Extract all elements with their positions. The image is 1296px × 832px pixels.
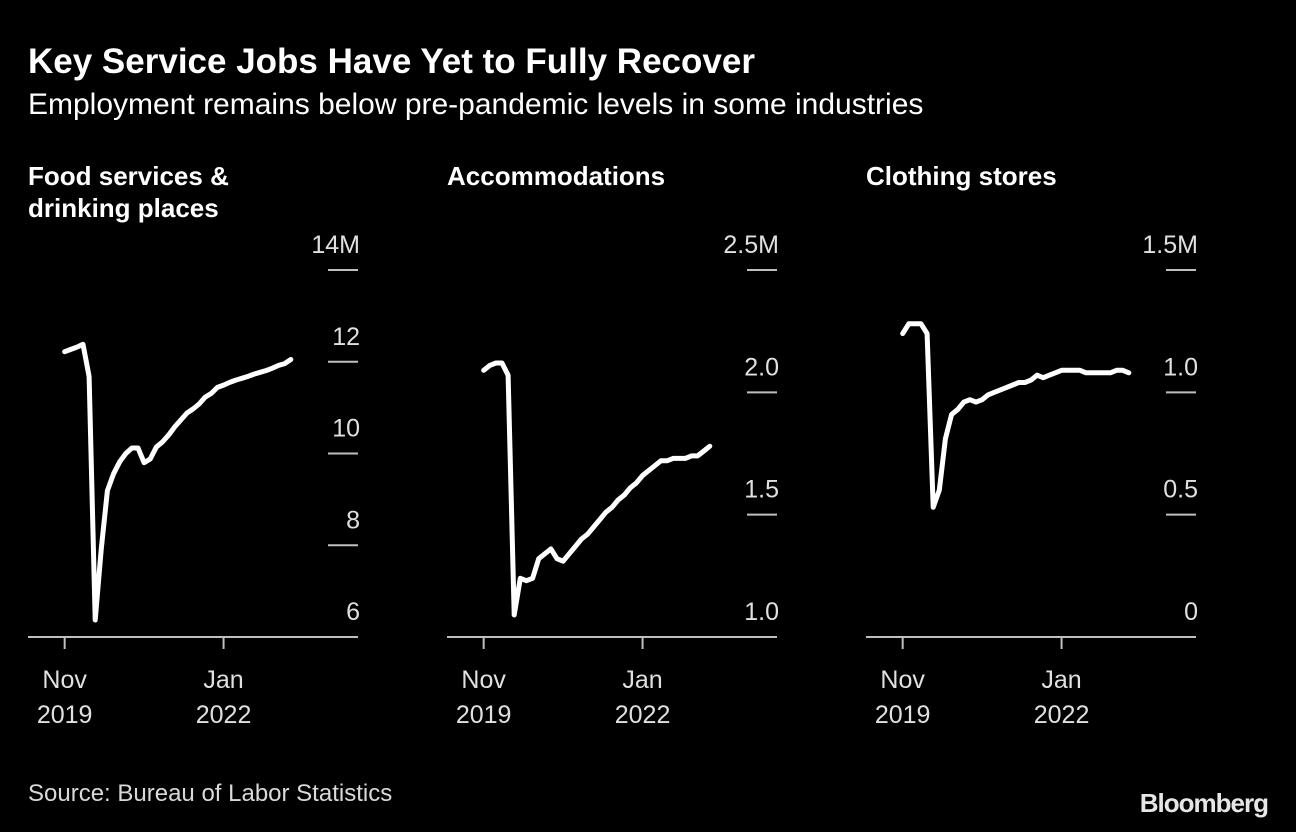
panel-title: Accommodations <box>447 161 666 191</box>
y-tick-label: 12 <box>332 323 360 351</box>
x-tick-label: 2019 <box>37 701 93 729</box>
y-tick-label: 1.0 <box>744 598 779 626</box>
y-tick-label: 2.0 <box>744 353 779 381</box>
x-tick-label: Jan <box>1041 666 1081 694</box>
x-tick-label: Nov <box>880 666 925 694</box>
y-tick-label: 14M <box>311 231 360 259</box>
y-tick-label: 0 <box>1184 598 1198 626</box>
x-tick-label: 2022 <box>1034 701 1090 729</box>
panel-title: Clothing stores <box>866 161 1057 191</box>
panel-title: Food services & drinking places <box>28 161 229 223</box>
x-tick-label: 2019 <box>875 701 931 729</box>
y-tick-label: 1.0 <box>1163 353 1198 381</box>
x-tick-label: Jan <box>622 666 662 694</box>
data-line <box>62 341 294 623</box>
x-tick-label: Nov <box>42 666 87 694</box>
y-tick-label: 10 <box>332 415 360 443</box>
brand: Bloomberg <box>1139 788 1269 818</box>
y-tick-label: 6 <box>346 598 360 626</box>
x-tick-label: 2022 <box>615 701 671 729</box>
y-tick-label: 1.5 <box>744 476 779 504</box>
subtitle: Employment remains below pre-pandemic le… <box>28 88 924 121</box>
x-tick-label: 2022 <box>196 701 252 729</box>
source: Source: Bureau of Labor Statistics <box>28 780 393 807</box>
title: Key Service Jobs Have Yet to Fully Recov… <box>28 42 755 81</box>
x-tick-label: Jan <box>203 666 243 694</box>
y-tick-label: 2.5M <box>723 231 779 259</box>
x-tick-label: 2019 <box>456 701 512 729</box>
data-line <box>481 360 713 618</box>
y-tick-label: 8 <box>346 506 360 534</box>
data-line <box>900 321 1132 510</box>
y-tick-label: 0.5 <box>1163 476 1198 504</box>
x-tick-label: Nov <box>461 666 506 694</box>
y-tick-label: 1.5M <box>1142 231 1198 259</box>
